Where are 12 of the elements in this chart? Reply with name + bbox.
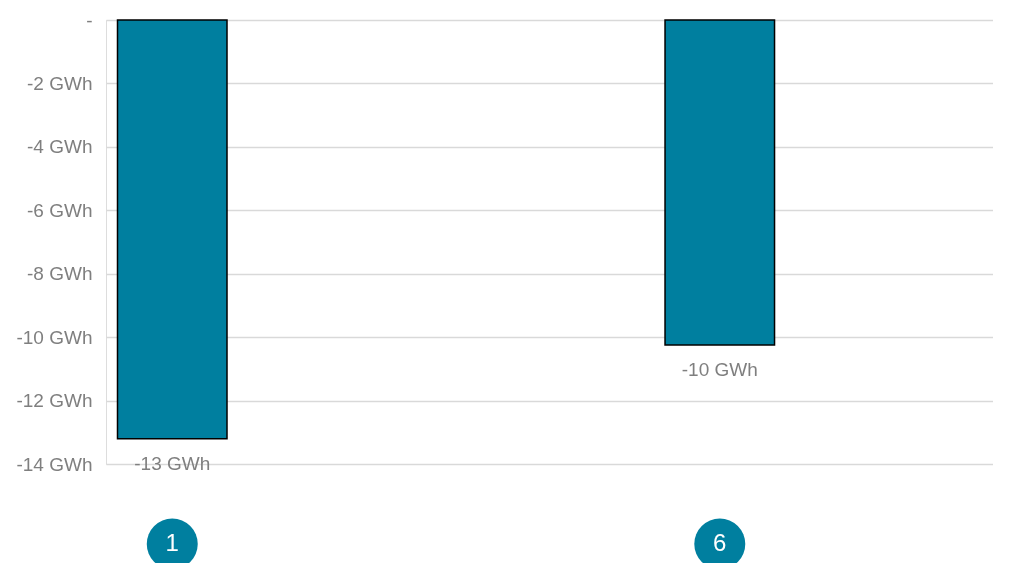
y-tick-label: -4 GWh — [27, 136, 93, 158]
y-tick-label: -14 GWh — [16, 453, 93, 475]
y-tick-label: -2 GWh — [27, 72, 93, 94]
y-tick-label: -6 GWh — [27, 199, 93, 221]
data-label: -10 GWh — [681, 359, 758, 381]
x-tick-label: 6 — [713, 529, 727, 556]
x-tick-label: 1 — [165, 529, 179, 556]
y-tick-label: -8 GWh — [27, 263, 93, 285]
y-tick-label: - — [86, 9, 93, 31]
y-tick-label: -10 GWh — [16, 326, 93, 348]
data-label: -13 GWh — [134, 452, 211, 474]
y-tick-label: -12 GWh — [16, 390, 93, 412]
